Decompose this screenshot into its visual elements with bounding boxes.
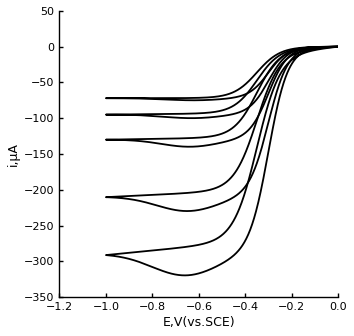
- X-axis label: E,V(vs.SCE): E,V(vs.SCE): [162, 316, 235, 329]
- Y-axis label: i,μA: i,μA: [7, 142, 20, 166]
